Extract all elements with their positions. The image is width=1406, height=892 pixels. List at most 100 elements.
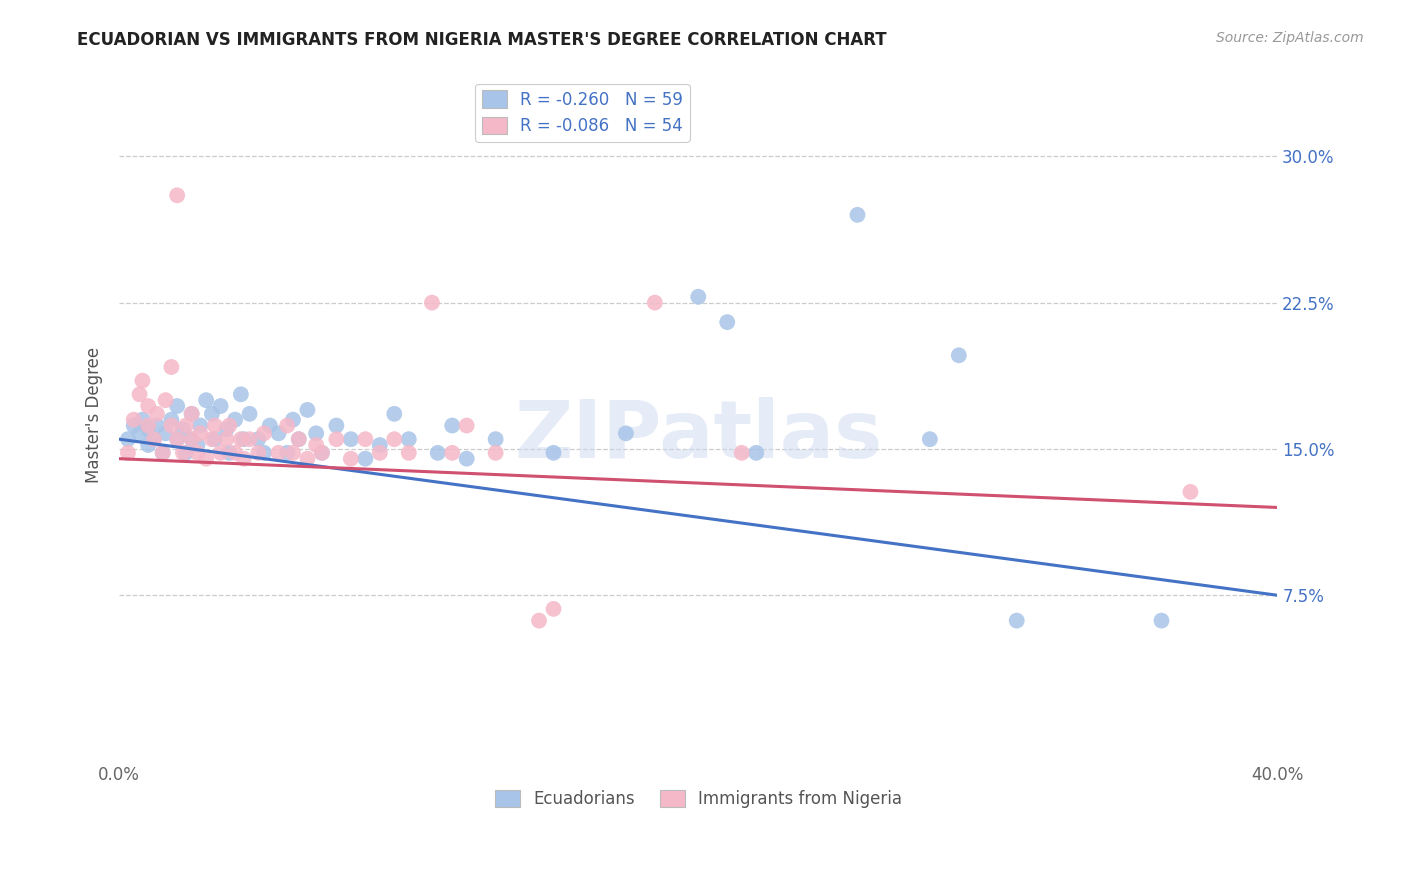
Point	[160, 412, 183, 426]
Point	[117, 432, 139, 446]
Point	[224, 412, 246, 426]
Point	[340, 451, 363, 466]
Point	[485, 446, 508, 460]
Point	[745, 446, 768, 460]
Point	[172, 422, 194, 436]
Point	[382, 407, 405, 421]
Point	[155, 393, 177, 408]
Point	[340, 432, 363, 446]
Point	[195, 393, 218, 408]
Point	[195, 451, 218, 466]
Point	[305, 438, 328, 452]
Point	[420, 295, 443, 310]
Point	[215, 432, 238, 446]
Point	[143, 432, 166, 446]
Point	[918, 432, 941, 446]
Point	[128, 426, 150, 441]
Point	[160, 418, 183, 433]
Point	[276, 446, 298, 460]
Point	[368, 446, 391, 460]
Point	[186, 438, 208, 452]
Point	[229, 387, 252, 401]
Point	[224, 446, 246, 460]
Point	[398, 446, 420, 460]
Point	[731, 446, 754, 460]
Point	[128, 387, 150, 401]
Point	[186, 446, 208, 460]
Point	[136, 438, 159, 452]
Point	[485, 432, 508, 446]
Point	[644, 295, 666, 310]
Point	[143, 432, 166, 446]
Point	[152, 446, 174, 460]
Point	[146, 407, 169, 421]
Text: ZIPatlas: ZIPatlas	[515, 397, 883, 475]
Point	[276, 418, 298, 433]
Point	[218, 446, 240, 460]
Point	[287, 432, 309, 446]
Point	[201, 432, 224, 446]
Point	[238, 432, 260, 446]
Text: Source: ZipAtlas.com: Source: ZipAtlas.com	[1216, 31, 1364, 45]
Point	[305, 426, 328, 441]
Point	[204, 418, 226, 433]
Point	[152, 446, 174, 460]
Point	[160, 359, 183, 374]
Point	[281, 412, 304, 426]
Point	[131, 412, 153, 426]
Point	[253, 446, 276, 460]
Point	[267, 446, 290, 460]
Point	[441, 418, 464, 433]
Point	[122, 412, 145, 426]
Point	[117, 446, 139, 460]
Point	[325, 432, 347, 446]
Point	[716, 315, 738, 329]
Text: ECUADORIAN VS IMMIGRANTS FROM NIGERIA MASTER'S DEGREE CORRELATION CHART: ECUADORIAN VS IMMIGRANTS FROM NIGERIA MA…	[77, 31, 887, 49]
Point	[218, 418, 240, 433]
Point	[188, 426, 211, 441]
Point	[247, 446, 270, 460]
Point	[259, 418, 281, 433]
Point	[188, 418, 211, 433]
Point	[229, 432, 252, 446]
Point	[174, 446, 197, 460]
Point	[180, 407, 202, 421]
Legend: Ecuadorians, Immigrants from Nigeria: Ecuadorians, Immigrants from Nigeria	[488, 783, 908, 815]
Point	[209, 446, 232, 460]
Point	[426, 446, 449, 460]
Point	[146, 418, 169, 433]
Point	[688, 290, 710, 304]
Point	[1150, 614, 1173, 628]
Point	[136, 399, 159, 413]
Point	[209, 399, 232, 413]
Point	[456, 418, 478, 433]
Point	[441, 446, 464, 460]
Point	[166, 188, 188, 202]
Y-axis label: Master's Degree: Master's Degree	[86, 347, 103, 483]
Point	[948, 348, 970, 362]
Point	[543, 602, 565, 616]
Point	[368, 438, 391, 452]
Point	[232, 432, 254, 446]
Point	[180, 432, 202, 446]
Point	[122, 418, 145, 433]
Point	[614, 426, 637, 441]
Point	[527, 614, 550, 628]
Point	[172, 446, 194, 460]
Point	[166, 432, 188, 446]
Point	[456, 451, 478, 466]
Point	[398, 432, 420, 446]
Point	[382, 432, 405, 446]
Point	[136, 418, 159, 433]
Point	[281, 446, 304, 460]
Point	[166, 432, 188, 446]
Point	[204, 432, 226, 446]
Point	[238, 407, 260, 421]
Point	[215, 422, 238, 436]
Point	[253, 426, 276, 441]
Point	[325, 418, 347, 433]
Point	[166, 399, 188, 413]
Point	[354, 451, 377, 466]
Point	[543, 446, 565, 460]
Point	[287, 432, 309, 446]
